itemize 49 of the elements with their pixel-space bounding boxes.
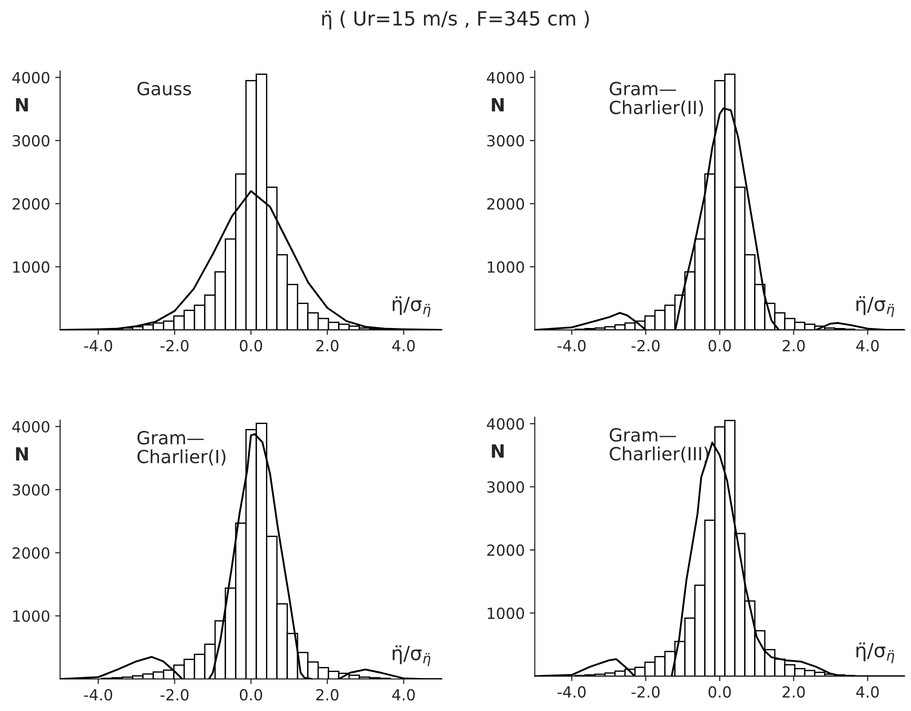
x-axis-title: η̈/σ$_{η̈}$: [856, 642, 894, 664]
y-tick-label: 2000: [487, 198, 524, 210]
y-axis-title: N: [492, 98, 504, 112]
y-tick-label: 1000: [13, 261, 50, 273]
x-tick-label: 4.0: [392, 688, 415, 701]
y-tick-label: 4000: [12, 420, 50, 433]
x-tick-label: 2.0: [782, 340, 805, 352]
x-tick-label: 2.0: [316, 340, 338, 352]
x-tick-label: 4.0: [856, 686, 879, 698]
x-tick-label: -4.0: [84, 688, 112, 701]
y-tick-label: 3000: [487, 481, 524, 493]
y-tick-label: 1000: [13, 610, 50, 622]
x-tick-label: 0.0: [708, 340, 731, 352]
y-axis-title: N: [492, 444, 504, 458]
x-tick-label: -2.0: [160, 340, 189, 352]
y-tick-label: 1000: [488, 261, 524, 273]
x-axis-title: η̈/σ$_{η̈}$: [856, 296, 894, 318]
x-tick-label: 4.0: [856, 340, 879, 352]
annotation: Gram— Charlier(III): [610, 428, 708, 463]
x-tick-label: 0.0: [240, 340, 262, 352]
y-tick-label: 3000: [12, 484, 50, 496]
y-tick-label: 4000: [486, 418, 524, 430]
x-axis-title: η̈/σ$_{η̈}$: [392, 645, 430, 666]
x-tick-label: 0.0: [240, 688, 262, 701]
x-tick-label: -4.0: [558, 340, 586, 352]
x-tick-label: 0.0: [708, 686, 731, 698]
y-tick-label: 4000: [12, 72, 50, 84]
x-tick-label: -4.0: [84, 340, 112, 352]
x-tick-label: -2.0: [632, 686, 660, 698]
x-tick-label: 4.0: [392, 340, 415, 352]
y-tick-label: 3000: [12, 135, 50, 147]
y-axis-title: N: [16, 98, 28, 112]
annotation: Gauss: [137, 82, 191, 96]
x-tick-label: 2.0: [316, 688, 338, 701]
chart-title: η̈ ( Ur=15 m/s , F=345 cm ): [322, 10, 589, 30]
annotation: Gram— Charlier(II): [610, 82, 704, 116]
annotation: Gram— Charlier(I): [137, 430, 226, 466]
y-tick-label: 4000: [486, 72, 524, 84]
x-tick-label: -2.0: [160, 688, 189, 701]
y-tick-label: 3000: [487, 135, 524, 147]
y-axis-title: N: [16, 447, 28, 460]
y-tick-label: 2000: [487, 544, 524, 556]
x-tick-label: 2.0: [782, 686, 805, 698]
y-tick-label: 2000: [12, 198, 50, 210]
x-tick-label: -2.0: [632, 340, 660, 352]
y-tick-label: 1000: [488, 608, 524, 620]
y-tick-label: 2000: [12, 547, 50, 559]
x-axis-title: η̈/σ$_{η̈}$: [392, 296, 430, 318]
x-tick-label: -4.0: [558, 686, 586, 698]
